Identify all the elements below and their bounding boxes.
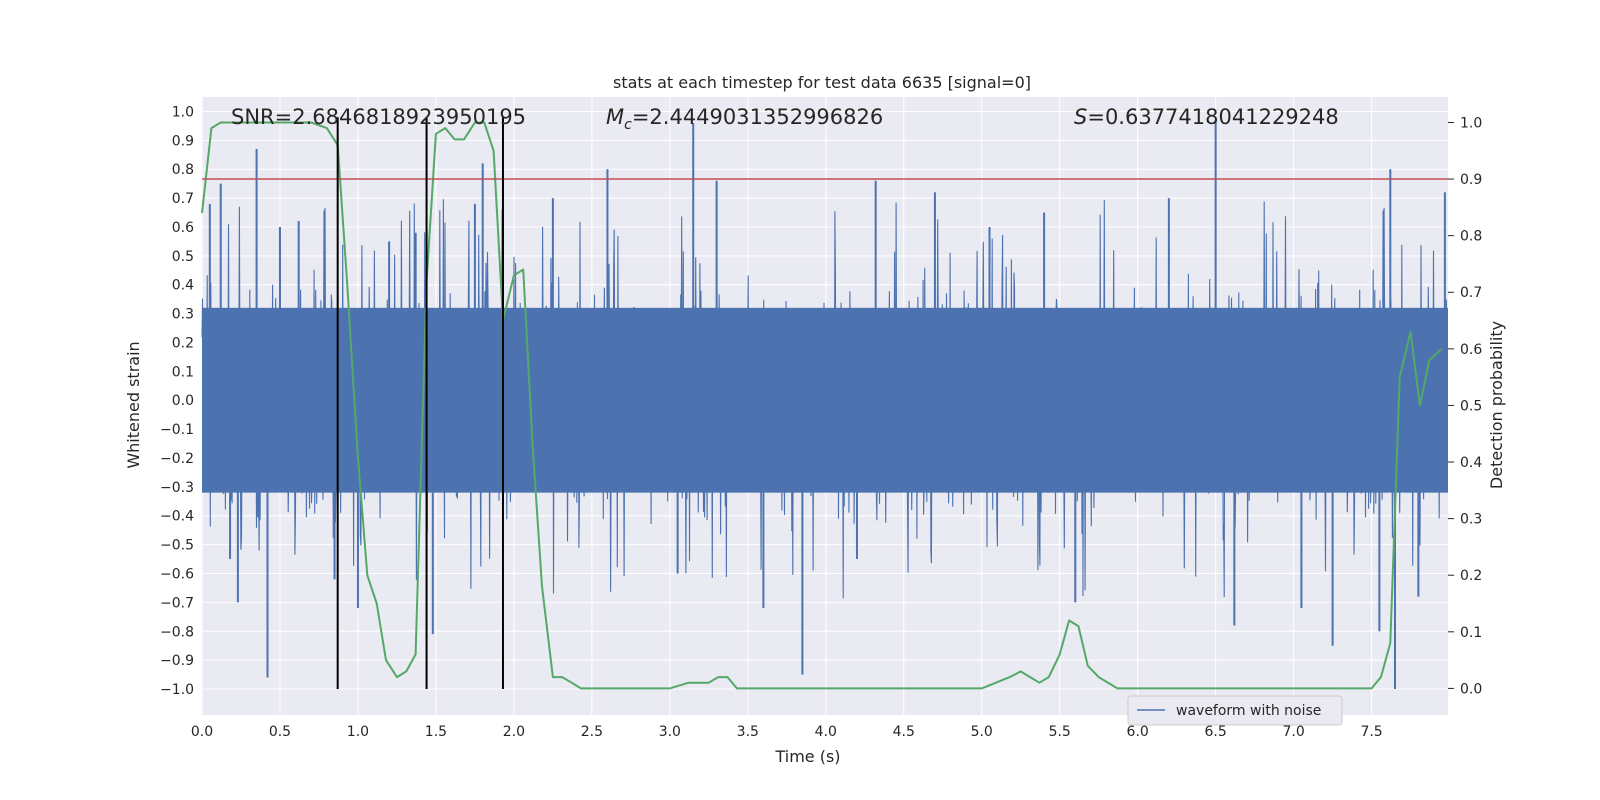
y-tick-label: −0.4: [160, 509, 194, 525]
y-axis-label: Whitened strain: [124, 341, 143, 468]
x-tick-label: 5.5: [1049, 724, 1071, 740]
y-tick-label: −1.0: [160, 682, 194, 698]
y-axis-ticks: 1.0 0.9 0.8 0.7 0.6 0.5 0.4 0.3 0.2 0.1 0.0 −0.1 −0.…: [160, 104, 194, 698]
x-tick-label: 4.5: [893, 724, 915, 740]
x-tick-label: 0.5: [269, 724, 291, 740]
s-symbol: S: [1074, 105, 1087, 129]
detection-probability-line: [201, 121, 1443, 690]
x-tick-label: 2.0: [503, 724, 525, 740]
y2-tick-label: 0.1: [1460, 625, 1482, 641]
y-tick-label: −0.6: [160, 566, 194, 582]
s-annotation: S=0.6377418041229248: [1074, 105, 1339, 129]
snr-annotation: SNR=2.6846818923950195: [231, 105, 526, 129]
x-tick-label: 1.5: [425, 724, 447, 740]
y-tick-label: −0.3: [160, 480, 194, 496]
y2-tick-label: 0.0: [1460, 681, 1482, 697]
y-tick-label: 0.5: [172, 249, 194, 265]
x-tick-label: 3.0: [659, 724, 681, 740]
x-tick-label: 1.0: [347, 724, 369, 740]
y2-axis-label: Detection probability: [1487, 321, 1506, 489]
y-tick-label: −0.8: [160, 624, 194, 640]
x-axis-ticks: 0.0 0.5 1.0 1.5 2.0 2.5 3.0 3.5 4.0 4.5 5.0 5.5 6.0 6…: [191, 724, 1383, 740]
y2-axis-ticks: 1.0 0.9 0.8 0.7 0.6 0.5 0.4 0.3 0.2 0.1 0.0: [1448, 115, 1482, 697]
y-tick-label: −0.7: [160, 595, 194, 611]
y2-tick-label: 0.2: [1460, 568, 1482, 584]
y-tick-label: −0.2: [160, 451, 194, 467]
y-tick-label: 1.0: [172, 104, 194, 120]
x-axis-label: Time (s): [774, 747, 840, 766]
y-tick-label: 0.1: [172, 364, 194, 380]
x-tick-label: 0.0: [191, 724, 213, 740]
y2-tick-label: 0.8: [1460, 229, 1482, 245]
y2-tick-label: 0.3: [1460, 512, 1482, 528]
y-tick-label: 0.8: [172, 162, 194, 178]
chirp-mass-annotation: Mc=2.4449031352996826: [606, 105, 883, 133]
x-tick-label: 2.5: [581, 724, 603, 740]
x-tick-label: 6.0: [1127, 724, 1149, 740]
x-tick-label: 7.5: [1360, 724, 1382, 740]
y2-tick-label: 1.0: [1460, 115, 1482, 131]
y2-tick-label: 0.4: [1460, 455, 1482, 471]
chart-title: stats at each timestep for test data 663…: [613, 73, 1031, 92]
y-tick-label: 0.3: [172, 307, 194, 323]
x-tick-label: 5.0: [971, 724, 993, 740]
y-tick-label: 0.6: [172, 220, 194, 236]
x-tick-label: 7.0: [1282, 724, 1304, 740]
chirp-mass-subscript: c: [624, 117, 632, 133]
detection-probability-series: [201, 121, 1443, 690]
y-tick-label: 0.0: [172, 393, 194, 409]
waveform-series: [201, 120, 1449, 690]
chirp-mass-value: =2.4449031352996826: [632, 105, 883, 129]
threshold-and-markers: [202, 117, 1448, 690]
y-tick-label: −0.9: [160, 653, 194, 669]
y2-tick-label: 0.5: [1460, 398, 1482, 414]
y-tick-label: 0.2: [172, 335, 194, 351]
x-tick-label: 6.5: [1205, 724, 1227, 740]
chirp-mass-symbol: M: [606, 105, 624, 129]
y-tick-label: 0.7: [172, 191, 194, 207]
legend-label: waveform with noise: [1176, 703, 1321, 719]
x-tick-label: 3.5: [737, 724, 759, 740]
x-tick-label: 4.0: [815, 724, 837, 740]
legend: waveform with noise: [1127, 695, 1343, 726]
y2-tick-label: 0.9: [1460, 172, 1482, 188]
y2-tick-label: 0.7: [1460, 285, 1482, 301]
s-value: =0.6377418041229248: [1087, 105, 1338, 129]
legend-box: [1127, 695, 1343, 726]
waveform-line: [201, 199, 1449, 599]
y-tick-label: −0.5: [160, 538, 194, 554]
y-tick-label: −0.1: [160, 422, 194, 438]
y-tick-label: 0.4: [172, 278, 194, 294]
y-tick-label: 0.9: [172, 133, 194, 149]
y2-tick-label: 0.6: [1460, 342, 1482, 358]
